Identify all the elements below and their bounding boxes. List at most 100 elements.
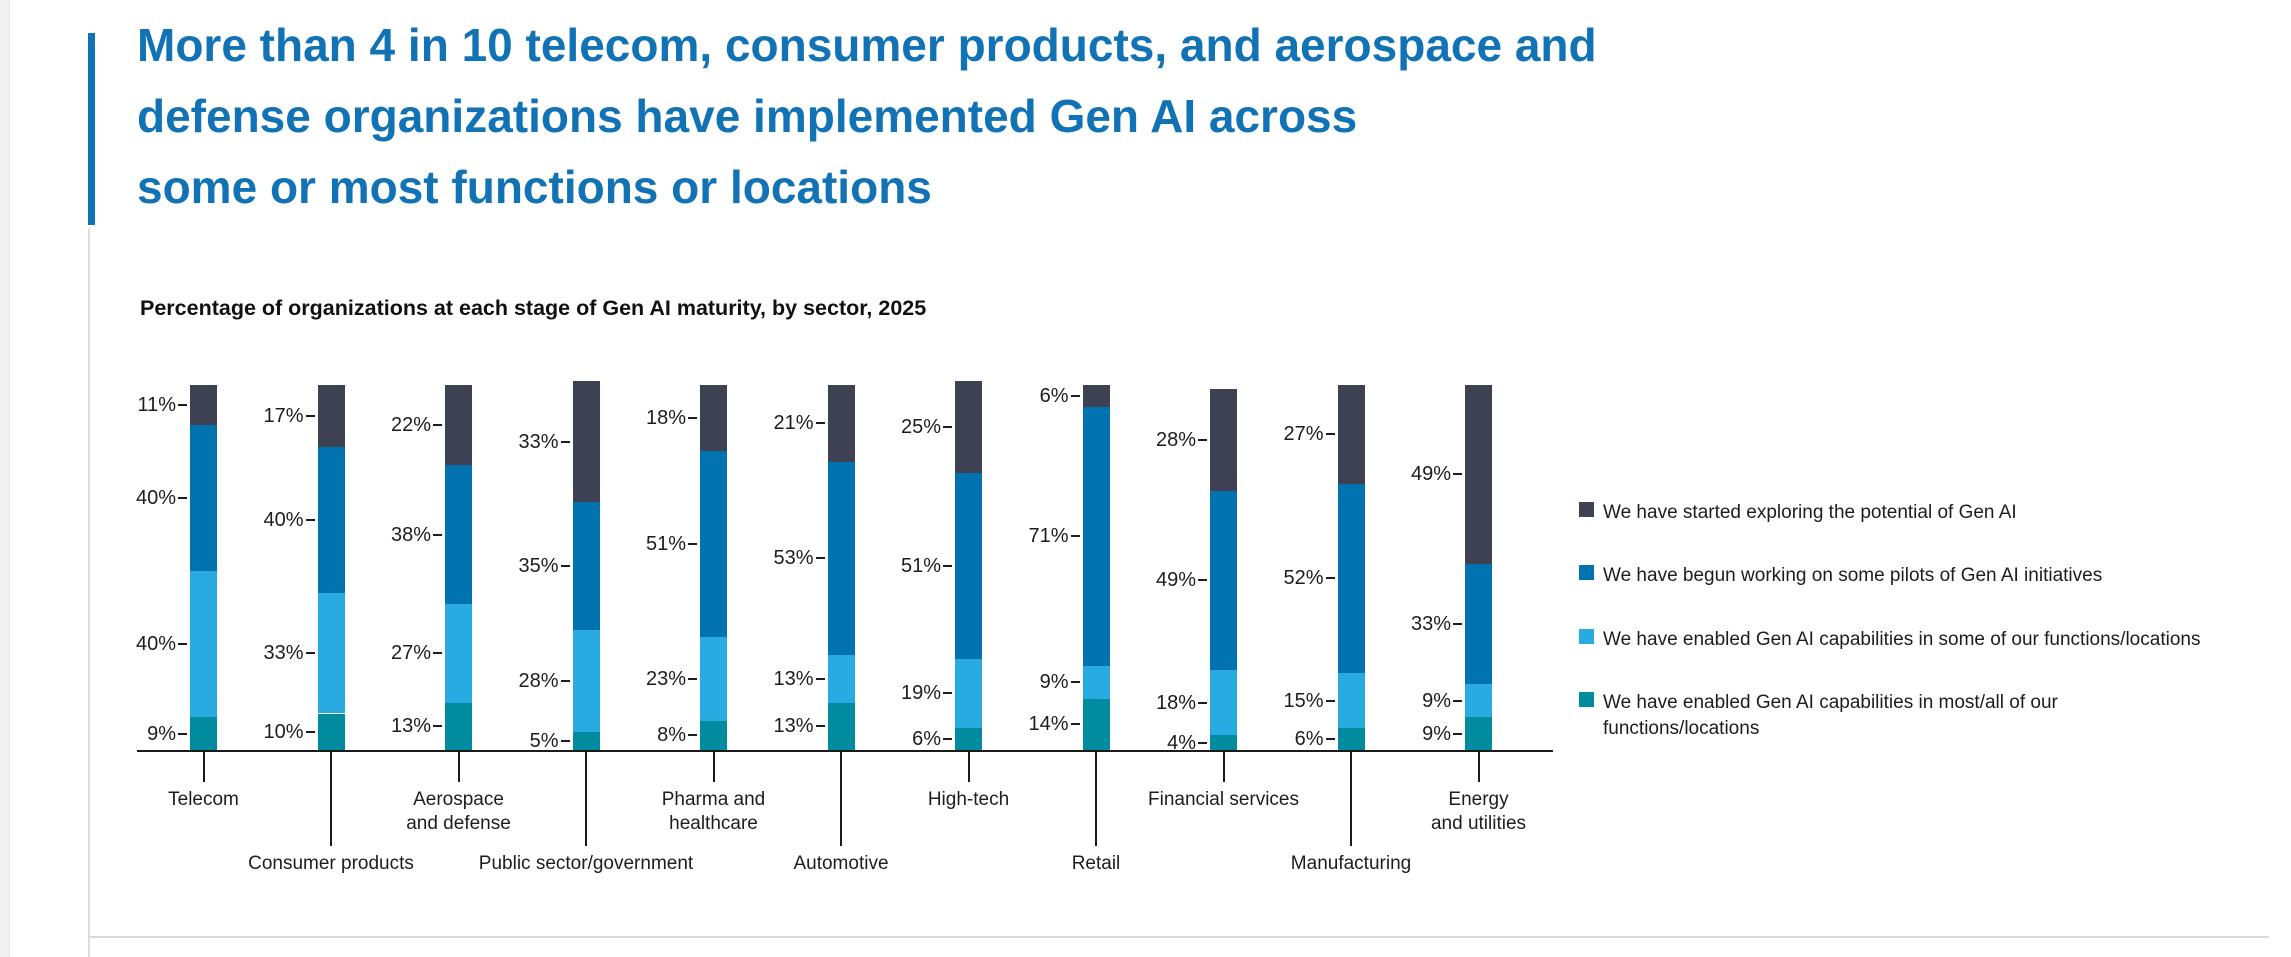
value-label-tick [1070, 681, 1080, 684]
value-label: 21% [773, 412, 814, 435]
bar-segment-public-sector-government-s3 [572, 731, 600, 750]
legend-label: We have enabled Gen AI capabilities in s… [1603, 629, 2201, 650]
value-label-tick [178, 643, 187, 646]
value-label-tick [178, 404, 187, 407]
value-label: 8% [657, 724, 686, 747]
value-label: 13% [390, 715, 431, 738]
value-label-tick [433, 424, 442, 427]
category-label-financial-services: Financial services [1148, 789, 1299, 810]
value-label-tick [688, 734, 697, 737]
category-tick [585, 751, 587, 846]
bar-segment-manufacturing-s0 [1337, 385, 1365, 484]
legend-swatch-enabled-most-all [1579, 692, 1594, 707]
value-label: 49% [1155, 569, 1196, 592]
value-label: 18% [645, 406, 686, 429]
value-label: 9% [1422, 722, 1451, 745]
category-label-pharma-and-healthcare: Pharma and healthcare [661, 789, 766, 834]
value-label: 9% [1422, 689, 1451, 712]
legend-item-started-exploring: We have started exploring the potential … [1579, 500, 2279, 526]
category-label-public-sector-government: Public sector/government [478, 853, 694, 874]
bar-segment-aerospace-and-defense-s2 [445, 604, 472, 703]
legend-swatch-enabled-some [1579, 629, 1594, 644]
legend-item-begun-pilots: We have begun working on some pilots of … [1579, 563, 2279, 589]
bar-segment-retail-s1 [1082, 406, 1110, 667]
bar-segment-energy-and-utilities-s1 [1465, 563, 1492, 685]
value-label: 28% [518, 669, 559, 692]
value-label: 52% [1283, 567, 1324, 590]
value-label: 40% [135, 487, 176, 510]
value-label: 40% [135, 633, 176, 656]
bar-segment-telecom-s2 [190, 571, 217, 718]
value-label: 19% [900, 682, 941, 705]
value-label: 25% [900, 415, 941, 438]
bar-segment-consumer-products-s2 [317, 593, 345, 714]
bar-segment-financial-services-s2 [1210, 669, 1237, 736]
bar-segment-manufacturing-s2 [1337, 673, 1365, 729]
value-label: 10% [263, 720, 304, 743]
bar-segment-telecom-s3 [190, 717, 217, 750]
value-label-tick [815, 422, 825, 425]
category-tick [712, 751, 715, 782]
legend-item-enabled-most-all: We have enabled Gen AI capabilities in m… [1579, 690, 2139, 742]
bar-segment-aerospace-and-defense-s3 [445, 702, 472, 750]
bar-segment-automotive-s0 [827, 385, 855, 462]
bar-segment-energy-and-utilities-s3 [1465, 717, 1492, 750]
value-label-tick [943, 425, 952, 428]
value-label: 51% [900, 554, 941, 577]
x-axis-line [137, 750, 1553, 752]
value-label-tick [178, 732, 187, 735]
value-label-tick [943, 738, 952, 741]
bar-segment-retail-s0 [1082, 385, 1110, 407]
value-label-tick [1453, 732, 1462, 735]
value-label: 27% [390, 642, 431, 665]
category-tick [1350, 751, 1352, 846]
value-label: 71% [1028, 525, 1069, 548]
value-label-tick [1198, 701, 1207, 704]
value-label-tick [433, 725, 442, 728]
value-label-tick [815, 557, 825, 560]
value-label-tick [1453, 699, 1462, 702]
category-tick [1222, 751, 1225, 782]
bar-segment-automotive-s1 [827, 461, 855, 656]
bar-segment-consumer-products-s0 [317, 385, 345, 448]
legend-swatch-started-exploring [1579, 502, 1594, 517]
value-label: 13% [773, 715, 814, 738]
figure-title-line-3: some or most functions or locations [137, 161, 932, 213]
bar-segment-aerospace-and-defense-s1 [445, 465, 472, 604]
bottom-horizontal-rule [88, 936, 2269, 938]
chart-title: Percentage of organizations at each stag… [140, 296, 927, 320]
value-label-tick [1070, 723, 1080, 726]
category-label-automotive: Automotive [793, 853, 889, 874]
value-label-tick [305, 519, 315, 522]
value-label: 23% [645, 667, 686, 690]
value-label-tick [1325, 433, 1335, 436]
value-label: 6% [1294, 728, 1324, 751]
bar-segment-consumer-products-s3 [317, 713, 345, 750]
figure-title-line-1: More than 4 in 10 telecom, consumer prod… [137, 19, 1597, 71]
value-label: 4% [1167, 731, 1196, 754]
bar-segment-manufacturing-s1 [1337, 483, 1365, 674]
value-label: 11% [137, 394, 176, 417]
value-label: 18% [1155, 691, 1196, 714]
bar-segment-pharma-and-healthcare-s3 [700, 720, 727, 750]
value-label-tick [943, 564, 952, 567]
value-label-tick [815, 725, 825, 728]
category-tick [1477, 751, 1480, 782]
category-tick [1095, 751, 1097, 846]
legend-item-enabled-some: We have enabled Gen AI capabilities in s… [1579, 627, 2279, 653]
value-label: 35% [518, 554, 559, 577]
bar-segment-high-tech-s2 [955, 658, 982, 729]
bar-segment-energy-and-utilities-s2 [1465, 684, 1492, 718]
value-label-tick [1453, 623, 1462, 626]
value-label-tick [1325, 699, 1335, 702]
value-label: 22% [390, 414, 431, 437]
bar-segment-consumer-products-s1 [317, 447, 345, 594]
value-label: 9% [147, 722, 176, 745]
value-label-tick [305, 652, 315, 655]
category-tick [202, 751, 205, 782]
value-label: 33% [1410, 613, 1451, 636]
value-label: 14% [1028, 713, 1069, 736]
value-label: 17% [263, 405, 304, 428]
bar-segment-retail-s3 [1082, 698, 1110, 750]
